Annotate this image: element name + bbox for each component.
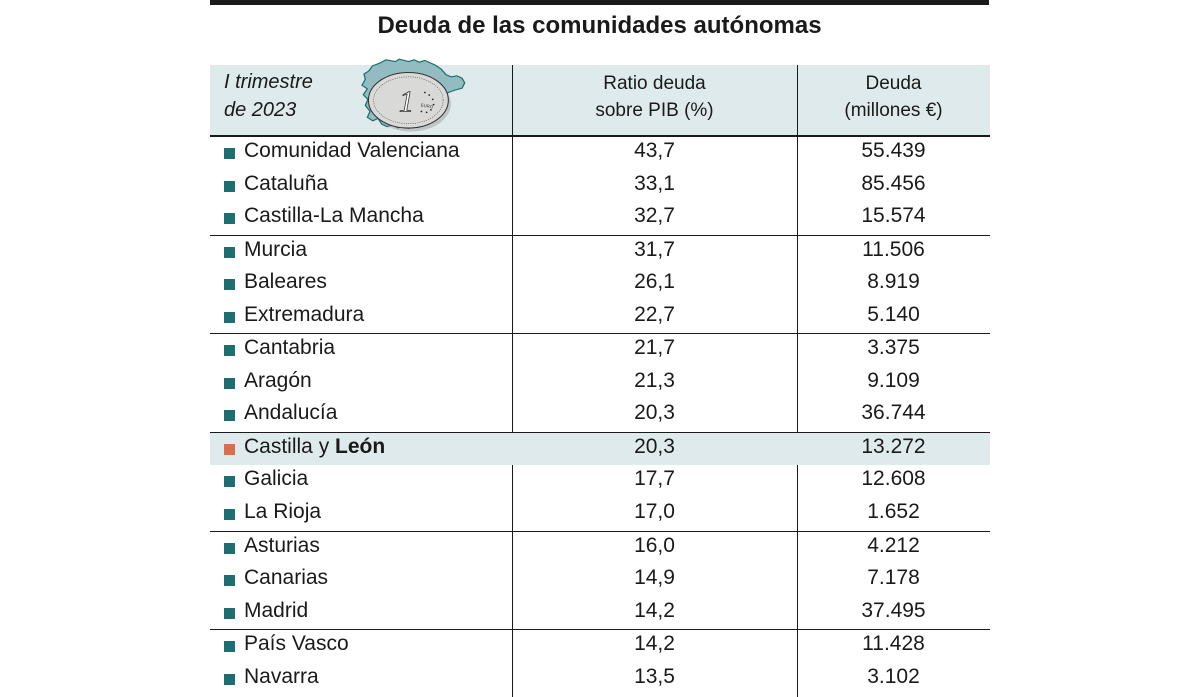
svg-text:1: 1 [399,85,414,119]
